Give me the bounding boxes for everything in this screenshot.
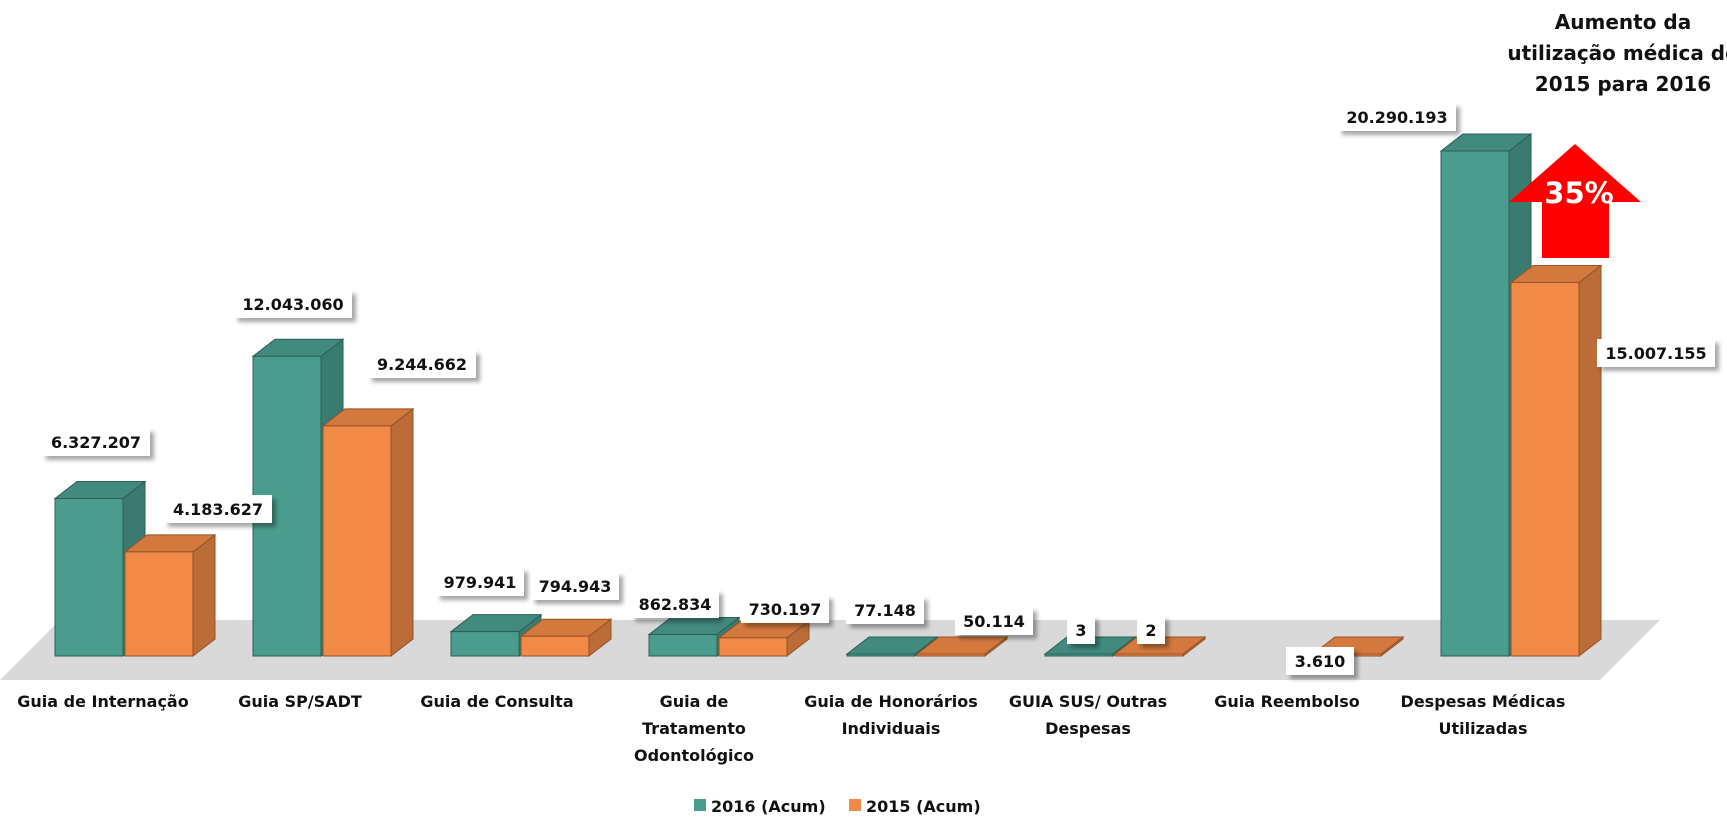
data-label-2015-3-text: 730.197 [749, 600, 822, 619]
data-label-2016-4-text: 77.148 [854, 601, 916, 620]
increase-arrow-icon: 35% [1509, 144, 1641, 258]
data-label-2015-5-text: 2 [1145, 621, 1156, 640]
data-label-2015-1: 9.244.662 [368, 350, 476, 378]
data-label-2016-5: 3 [1067, 616, 1095, 644]
bar-2015-2 [519, 618, 613, 658]
legend-label-2016: 2016 (Acum) [711, 797, 826, 816]
data-labels-layer: 6.327.207 4.183.627 12.043.060 9.244.662 979… [42, 103, 1715, 675]
data-label-2015-7: 15.007.155 [1597, 339, 1715, 367]
data-label-2016-3-text: 862.834 [639, 595, 712, 614]
data-label-2016-7: 20.290.193 [1338, 103, 1456, 131]
bar-2015-1 [321, 407, 415, 658]
data-label-2016-2: 979.941 [436, 568, 524, 596]
data-label-2015-7-text: 15.007.155 [1605, 344, 1706, 363]
data-label-2016-1-text: 12.043.060 [242, 295, 343, 314]
bar-2015-7 [1509, 264, 1603, 658]
chart-floor [0, 620, 1660, 680]
category-label-2: Guia de Consulta [420, 692, 573, 711]
category-label-6: Guia Reembolso [1214, 692, 1360, 711]
legend: 2016 (Acum) 2015 (Acum) [694, 797, 981, 816]
annotation-line-1: Aumento da [1555, 10, 1691, 34]
data-label-2015-6: 3.610 [1286, 647, 1354, 675]
data-label-2015-2-text: 794.943 [539, 577, 612, 596]
category-label-4: Guia de Honorários Individuais [804, 692, 978, 738]
legend-swatch-2016 [694, 799, 706, 811]
data-label-2016-2-text: 979.941 [444, 573, 517, 592]
legend-label-2015: 2015 (Acum) [866, 797, 981, 816]
category-label-0: Guia de Internação [17, 692, 188, 711]
annotation-line-2: utilização médica de [1507, 41, 1727, 65]
growth-annotation: Aumento da utilização médica de 2015 par… [1507, 10, 1727, 96]
data-label-2015-4-text: 50.114 [963, 612, 1025, 631]
bar-2015-0 [123, 533, 217, 658]
legend-swatch-2015 [849, 799, 861, 811]
data-label-2016-4: 77.148 [846, 596, 924, 624]
category-labels-layer: Guia de Internação Guia SP/SADT Guia de Co… [17, 692, 1565, 765]
data-label-2015-1-text: 9.244.662 [377, 355, 467, 374]
data-label-2016-1: 12.043.060 [234, 290, 352, 318]
data-label-2016-0-text: 6.327.207 [51, 433, 141, 452]
data-label-2015-2: 794.943 [531, 572, 619, 600]
category-label-5: GUIA SUS/ Outras Despesas [1009, 692, 1167, 738]
data-label-2015-0-text: 4.183.627 [173, 500, 263, 519]
annotation-line-3: 2015 para 2016 [1535, 72, 1711, 96]
data-label-2015-5: 2 [1137, 616, 1165, 644]
data-label-2015-0: 4.183.627 [164, 495, 272, 523]
data-label-2015-6-text: 3.610 [1295, 652, 1346, 671]
category-label-3: Guia de Tratamento Odontológico [634, 692, 754, 765]
bars-layer [53, 132, 1603, 658]
increase-arrow-label: 35% [1544, 176, 1613, 210]
data-label-2016-3: 862.834 [631, 590, 719, 618]
data-label-2015-3: 730.197 [741, 595, 829, 623]
data-label-2016-7-text: 20.290.193 [1346, 108, 1447, 127]
data-label-2016-5-text: 3 [1075, 621, 1086, 640]
bar-2015-4 [915, 635, 1009, 658]
data-label-2015-4: 50.114 [955, 607, 1033, 635]
category-label-7: Despesas Médicas Utilizadas [1401, 692, 1566, 738]
category-label-1: Guia SP/SADT [238, 692, 362, 711]
data-label-2016-0: 6.327.207 [42, 428, 150, 456]
